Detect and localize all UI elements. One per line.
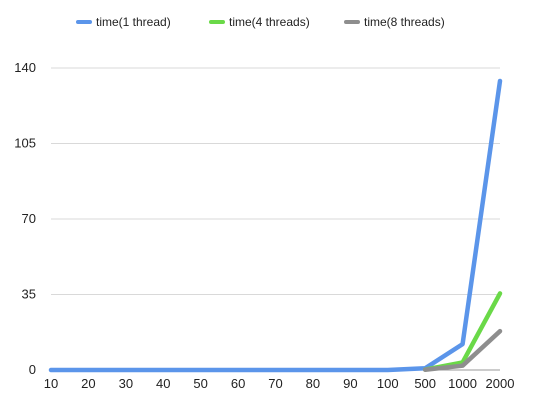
x-tick-label: 20 [81,376,95,391]
legend-label-2: time(4 threads) [229,15,310,29]
legend-label-1: time(1 thread) [96,15,171,29]
y-tick-label: 140 [14,60,36,75]
x-tick-label: 100 [377,376,399,391]
series-line-3 [422,328,503,373]
x-tick-label: 50 [193,376,207,391]
x-tick-label: 70 [268,376,282,391]
x-tick-label: 10 [44,376,58,391]
legend: time(1 thread) time(4 threads) time(8 thre… [76,15,445,29]
series-line-1 [48,78,503,373]
axes: 0 35 70 105 140 10 20 30 40 50 60 70 80 90 100 500 1000 2… [14,60,514,391]
x-tick-label: 30 [119,376,133,391]
y-tick-label: 35 [22,287,36,302]
legend-label-3: time(8 threads) [364,15,445,29]
series-lines [48,78,503,373]
x-tick-label: 80 [306,376,320,391]
x-tick-label: 40 [156,376,170,391]
x-tick-label: 60 [231,376,245,391]
x-tick-label: 2000 [486,376,515,391]
y-tick-label: 105 [14,136,36,151]
y-tick-label: 70 [22,211,36,226]
gridlines [51,67,500,295]
x-tick-label: 90 [343,376,357,391]
y-tick-label: 0 [29,362,36,377]
x-tick-label: 500 [414,376,436,391]
x-tick-label: 1000 [448,376,477,391]
